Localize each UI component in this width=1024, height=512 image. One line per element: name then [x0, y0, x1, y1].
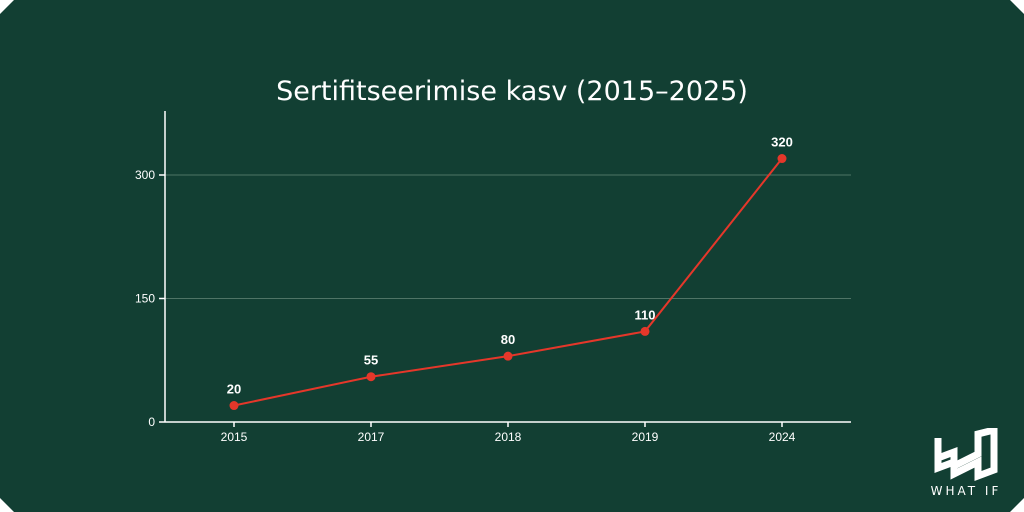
y-tick-label-0: 0: [148, 415, 155, 429]
data-labels: 20 55 80 110 320: [227, 135, 793, 397]
data-point-2017: [366, 372, 376, 382]
x-tick-label-2018: 2018: [495, 430, 522, 444]
what-if-logo-icon: [934, 425, 998, 482]
chart-title: Sertifitseerimise kasv (2015–2025): [276, 76, 748, 107]
series: [229, 154, 787, 411]
x-tick-label-2017: 2017: [358, 430, 385, 444]
y-tick-label-300: 300: [135, 168, 155, 182]
what-if-logo: WHAT IF: [920, 425, 1012, 504]
x-tick-label-2024: 2024: [769, 430, 796, 444]
x-tick-label-2019: 2019: [632, 430, 659, 444]
data-label-2024: 320: [771, 135, 793, 150]
grid-lines: [165, 174, 851, 299]
data-point-2015: [229, 401, 239, 411]
data-point-2019: [640, 326, 650, 336]
data-label-2015: 20: [227, 382, 241, 397]
y-tick-label-150: 150: [135, 292, 155, 306]
tick-labels: 0 150 300 2015 2017 2018 2019 2024: [135, 168, 796, 444]
data-label-2017: 55: [364, 353, 378, 368]
data-point-2018: [503, 351, 513, 361]
brand-name: WHAT IF: [930, 484, 1002, 498]
data-label-2018: 80: [501, 332, 515, 347]
data-label-2019: 110: [635, 307, 656, 322]
axes: [159, 111, 851, 427]
series-line: [233, 157, 783, 407]
data-point-2024: [777, 154, 787, 164]
x-tick-label-2015: 2015: [221, 430, 248, 444]
